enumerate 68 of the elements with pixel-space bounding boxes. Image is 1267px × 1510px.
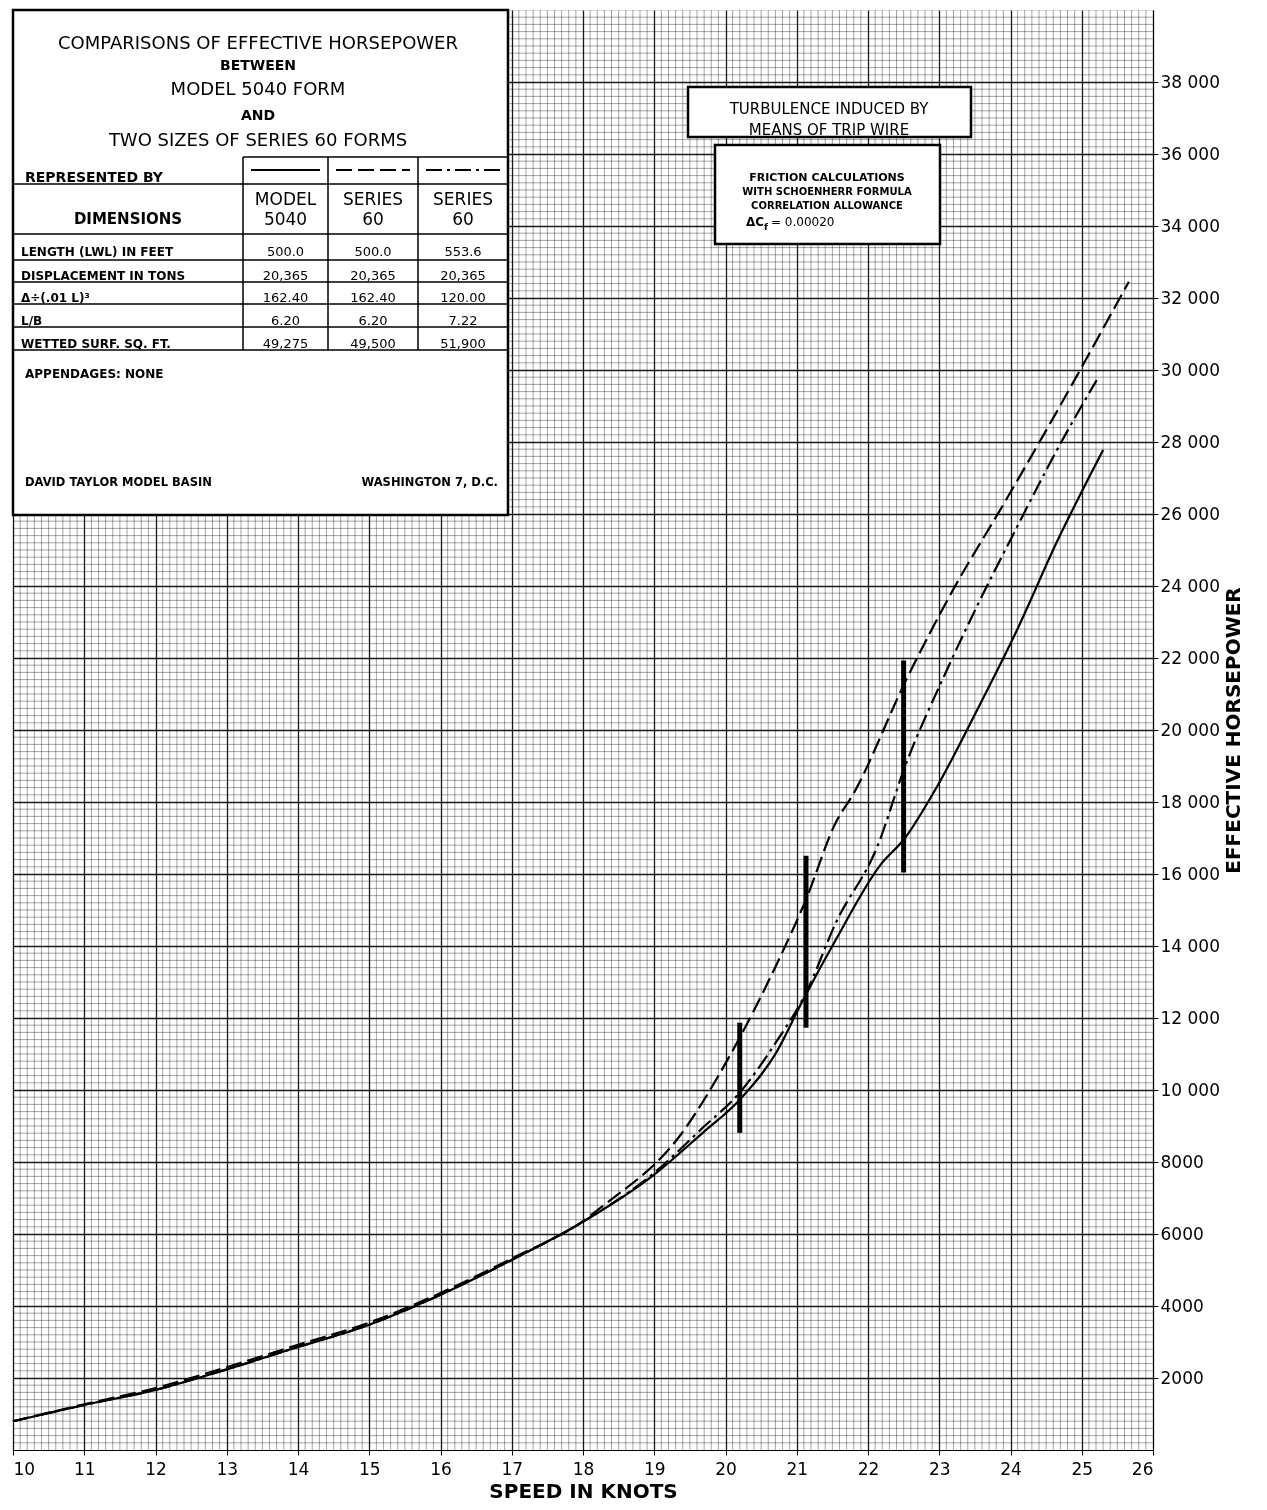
x-tick-label: 19	[643, 1458, 666, 1479]
x-tick-label: 26	[1131, 1458, 1154, 1479]
annotation: 162.40	[350, 290, 396, 305]
annotation: WASHINGTON 7, D.C.	[361, 475, 498, 489]
legend-label: MODEL 5040	[254, 189, 317, 229]
annotation: 553.6	[444, 244, 482, 259]
legend-label: SERIES 60	[343, 189, 403, 229]
x-tick-label: 21	[786, 1458, 809, 1479]
y-tick-label: 34 000	[1160, 215, 1220, 236]
annotation: 6.20	[271, 312, 300, 328]
annotation: L/B	[21, 313, 43, 328]
annotation: LENGTH (LWL) IN FEET	[21, 245, 174, 259]
y-tick-label: 18 000	[1160, 791, 1220, 812]
y-tick-label: 2000	[1160, 1367, 1204, 1388]
annotation: 51,900	[440, 335, 486, 351]
x-tick-label: 24	[1000, 1458, 1022, 1479]
annotation: Δ÷(.01 L)³	[21, 291, 90, 305]
x-tick-label: 15	[358, 1458, 381, 1479]
annotation: 49,275	[262, 335, 309, 351]
annotation: DAVID TAYLOR MODEL BASIN	[25, 475, 212, 489]
annotation: APPENDAGES: NONE	[25, 367, 164, 381]
x-axis-title: SPEED IN KNOTS	[489, 1478, 678, 1503]
y-tick-label: 36 000	[1160, 143, 1220, 164]
x-tick-label: 16	[430, 1458, 452, 1479]
x-tick-label: 22	[857, 1458, 880, 1479]
annotation: 7.22	[448, 312, 478, 328]
annotation: 6.20	[358, 312, 388, 328]
y-tick-label: 14 000	[1160, 935, 1220, 956]
x-tick-label: 12	[145, 1458, 167, 1479]
annotation: 120.00	[440, 290, 486, 305]
annotation: 20,365	[262, 268, 309, 283]
annotation: DISPLACEMENT IN TONS	[21, 269, 186, 283]
x-tick-label: 25	[1071, 1458, 1094, 1479]
y-tick-label: 8000	[1160, 1151, 1204, 1172]
x-tick-label: 17	[501, 1458, 524, 1479]
y-tick-label: 16 000	[1160, 863, 1220, 884]
annotation: TURBULENCE INDUCED BY MEANS OF TRIP WIRE	[728, 100, 930, 139]
y-tick-label: 4000	[1160, 1295, 1204, 1316]
y-tick-label: 12 000	[1160, 1007, 1220, 1028]
x-tick-label: 10	[13, 1458, 36, 1479]
y-tick-label: 28 000	[1160, 431, 1220, 452]
x-tick-label: 14	[287, 1458, 310, 1479]
x-tick-label: 18	[572, 1458, 595, 1479]
y-tick-label: 32 000	[1160, 287, 1220, 308]
y-tick-label: 38 000	[1160, 71, 1220, 92]
y-tick-label: 10 000	[1160, 1079, 1220, 1100]
y-axis-title: EFFECTIVE HORSEPOWER	[1220, 587, 1245, 874]
y-tick-label: 30 000	[1160, 359, 1220, 380]
y-tick-label: 22 000	[1160, 647, 1220, 668]
annotation: 162.40	[262, 290, 309, 305]
y-tick-label: 20 000	[1160, 719, 1220, 740]
annotation: 500.0	[354, 244, 392, 259]
annotation: 500.0	[266, 244, 305, 259]
legend-title: REPRESENTED BY	[25, 169, 164, 185]
x-tick-label: 13	[216, 1458, 239, 1479]
legend-label: SERIES 60	[433, 189, 493, 229]
text: COMPARISONS OF EFFECTIVE HORSEPOWER BETWEEN MODEL 5040 FORM AND TWO SIZES OF SERIES 60 FORMS	[58, 32, 458, 150]
annotation: DIMENSIONS	[73, 210, 183, 228]
annotation: 20,365	[350, 268, 396, 283]
y-tick-label: 26 000	[1160, 503, 1220, 524]
annotation: 20,365	[440, 268, 486, 283]
annotation: WETTED SURF. SQ. FT.	[21, 336, 171, 351]
x-tick-label: 11	[73, 1458, 96, 1479]
x-tick-label: 20	[715, 1458, 737, 1479]
x-tick-label: 23	[928, 1458, 951, 1479]
y-tick-label: 24 000	[1160, 575, 1220, 596]
y-tick-label: 6000	[1160, 1223, 1204, 1244]
annotation: 49,500	[350, 335, 396, 351]
